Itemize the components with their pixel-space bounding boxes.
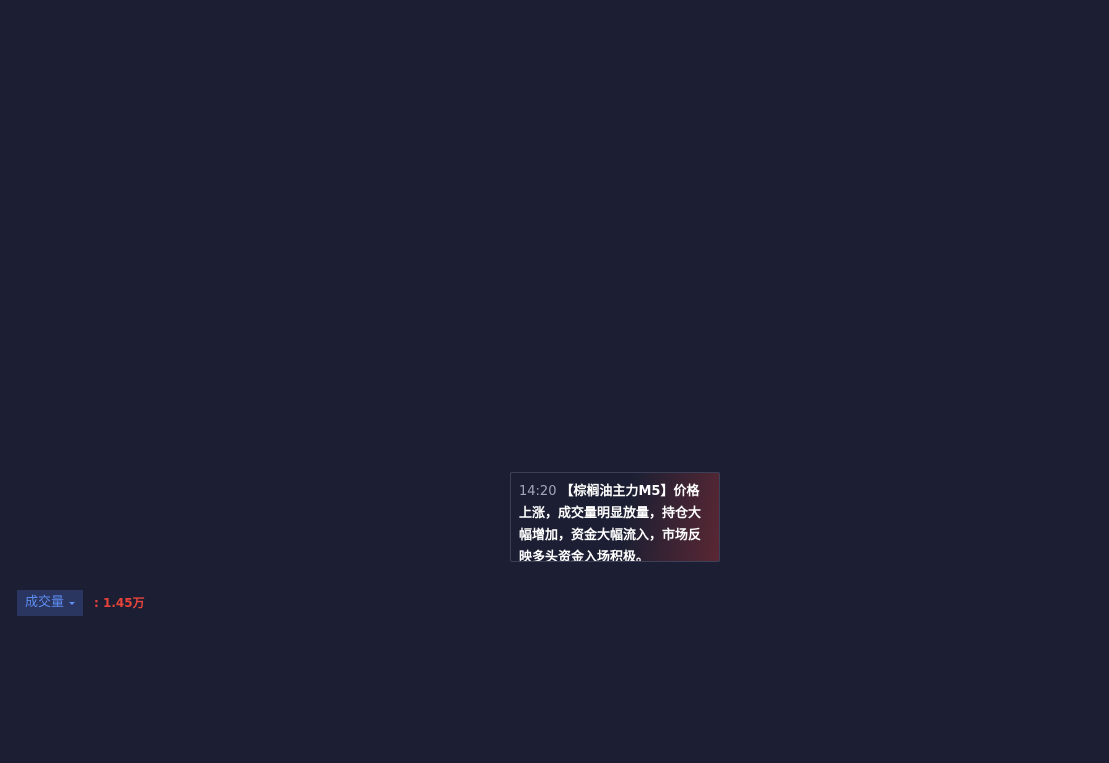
annotation-text: 【棕榈油主力M5】价格上涨，成交量明显放量，持仓大幅增加，资金大幅流入，市场反映… (519, 484, 702, 562)
annotation-time: 14:20 (519, 484, 557, 499)
volume-readout: : 1.45万 (94, 596, 145, 610)
annotation-tooltip: 14:20 【棕榈油主力M5】价格上涨，成交量明显放量，持仓大幅增加，资金大幅流入… (510, 472, 720, 562)
volume-selector[interactable]: 成交量 (17, 590, 83, 616)
